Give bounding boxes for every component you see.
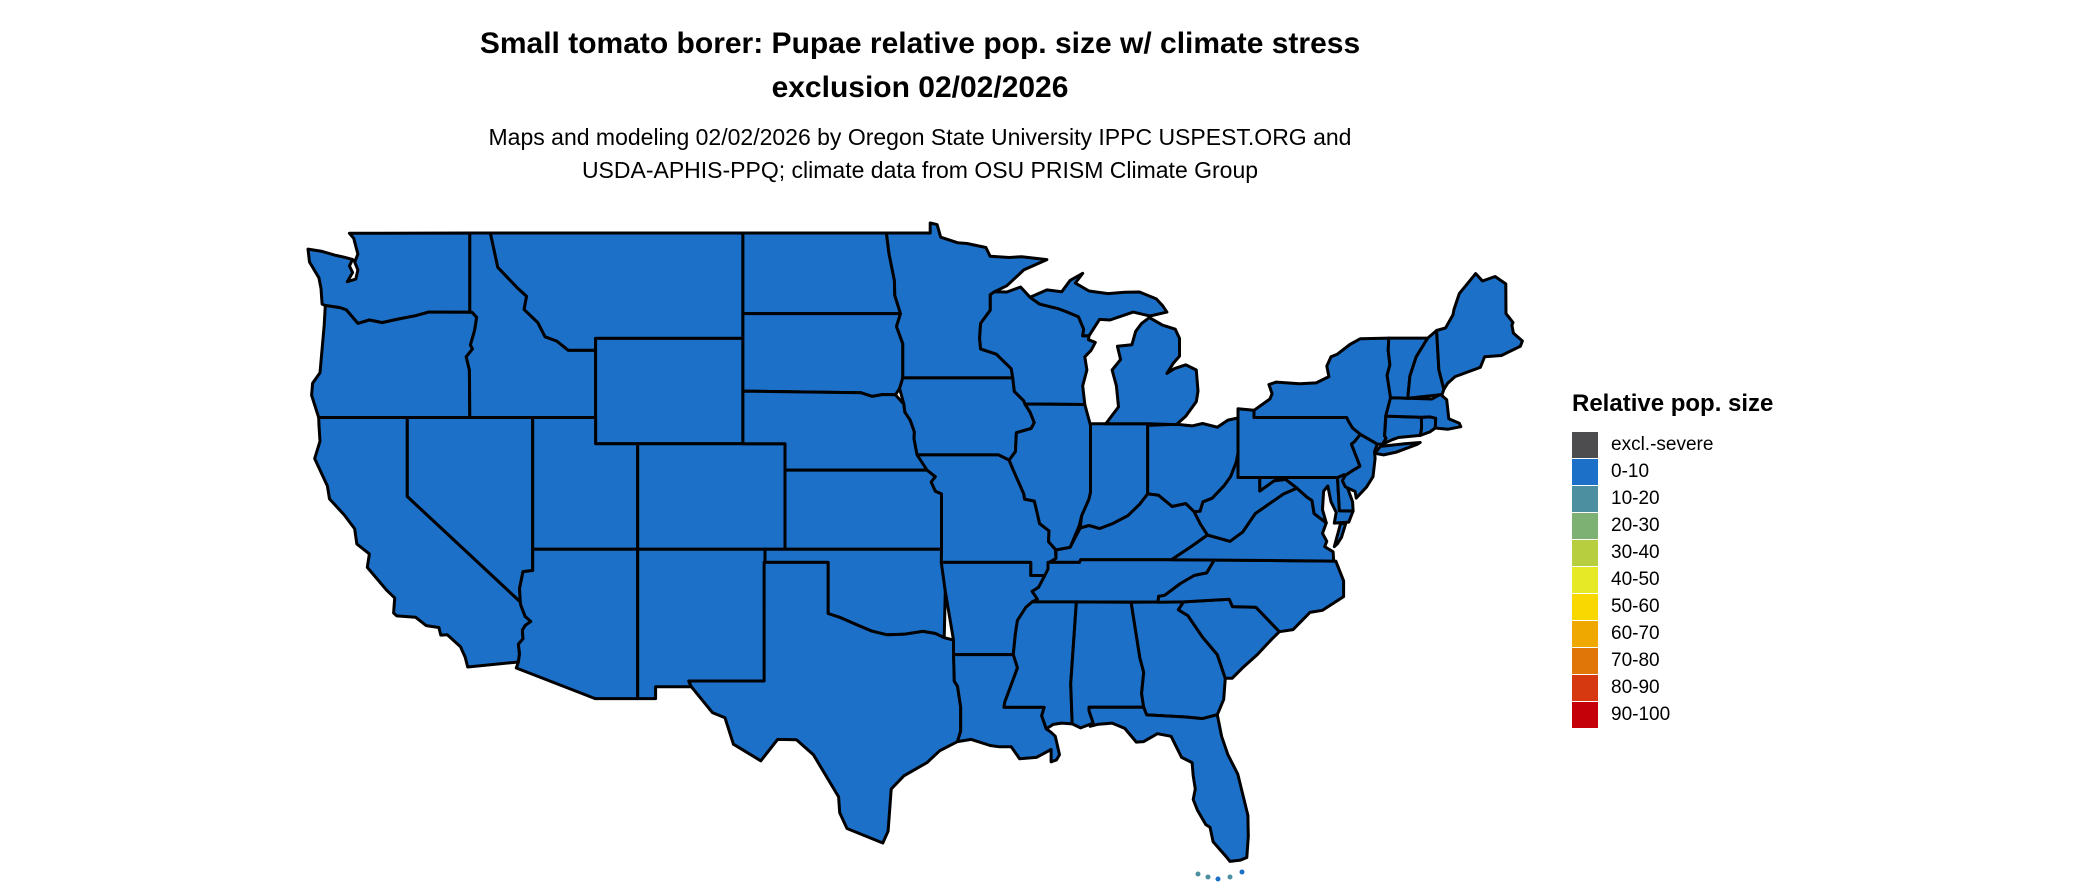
legend-swatch-50-60 bbox=[1572, 593, 1598, 620]
map-title-line1: Small tomato borer: Pupae relative pop. … bbox=[479, 27, 1361, 60]
state-CT bbox=[1381, 414, 1424, 446]
legend-label: 60-70 bbox=[1611, 623, 1660, 644]
legend-label: 50-60 bbox=[1611, 596, 1660, 617]
legend-swatch-40-50 bbox=[1572, 566, 1598, 593]
state-NC bbox=[1156, 558, 1346, 634]
legend-swatch-60-70 bbox=[1572, 620, 1598, 647]
legend-label: 70-80 bbox=[1611, 650, 1660, 671]
legend-row-40-50: 40-50 bbox=[1572, 566, 1773, 593]
state-OR bbox=[310, 304, 479, 419]
legend-rows: excl.-severe 0-10 10-20 20-30 30-40 40-50 50-6… bbox=[1572, 431, 1773, 728]
state-FL bbox=[1087, 705, 1250, 863]
state-TX bbox=[687, 560, 963, 845]
legend-label: 80-90 bbox=[1611, 677, 1660, 698]
legend-label: 20-30 bbox=[1611, 515, 1660, 536]
legend-row-50-60: 50-60 bbox=[1572, 593, 1773, 620]
legend-row-20-30: 20-30 bbox=[1572, 512, 1773, 539]
legend-swatch-90-100 bbox=[1572, 701, 1598, 728]
legend-label: 0-10 bbox=[1611, 461, 1650, 482]
legend-label: 30-40 bbox=[1611, 542, 1660, 563]
legend-swatch-30-40 bbox=[1572, 539, 1598, 566]
state-NJ bbox=[1340, 432, 1379, 500]
legend-row-30-40: 30-40 bbox=[1572, 539, 1773, 566]
state-MI bbox=[1028, 271, 1200, 427]
map-subtitle-line1: Maps and modeling 02/02/2026 by Oregon S… bbox=[488, 124, 1352, 150]
legend-label: excl.-severe bbox=[1611, 434, 1714, 455]
legend-row-0-10: 0-10 bbox=[1572, 458, 1773, 485]
map-subtitle: Maps and modeling 02/02/2026 by Oregon S… bbox=[0, 121, 1840, 187]
legend-row-90-100: 90-100 bbox=[1572, 701, 1773, 728]
state-SD bbox=[741, 312, 905, 398]
state-NM bbox=[636, 547, 767, 701]
state-AZ bbox=[514, 547, 640, 701]
legend-label: 40-50 bbox=[1611, 569, 1660, 590]
legend-swatch-70-80 bbox=[1572, 647, 1598, 674]
legend-label: 90-100 bbox=[1611, 704, 1671, 725]
state-ND bbox=[741, 231, 902, 316]
map-subtitle-line2: USDA-APHIS-PPQ; climate data from OSU PR… bbox=[581, 157, 1259, 183]
state-CO bbox=[636, 442, 787, 551]
state-ME bbox=[1435, 272, 1524, 391]
map-legend: Relative pop. size excl.-severe 0-10 10-20… bbox=[1572, 390, 1773, 728]
legend-row-80-90: 80-90 bbox=[1572, 674, 1773, 701]
legend-swatch-20-30 bbox=[1572, 512, 1598, 539]
legend-swatch-80-90 bbox=[1572, 674, 1598, 701]
legend-label: 10-20 bbox=[1611, 488, 1660, 509]
legend-row-70-80: 70-80 bbox=[1572, 647, 1773, 674]
state-KS bbox=[783, 468, 943, 551]
title-block: Small tomato borer: Pupae relative pop. … bbox=[0, 22, 1840, 187]
state-RI bbox=[1418, 415, 1438, 437]
legend-swatch-0-10 bbox=[1572, 458, 1598, 485]
legend-row-10-20: 10-20 bbox=[1572, 485, 1773, 512]
legend-row-excl.-severe: excl.-severe bbox=[1572, 431, 1773, 458]
legend-row-60-70: 60-70 bbox=[1572, 620, 1773, 647]
state-PA bbox=[1236, 407, 1362, 479]
map-title: Small tomato borer: Pupae relative pop. … bbox=[0, 22, 1840, 110]
legend-title: Relative pop. size bbox=[1572, 390, 1774, 417]
state-WY bbox=[594, 336, 745, 446]
florida-keys-islands bbox=[1195, 869, 1245, 882]
state-MD bbox=[1258, 476, 1355, 525]
legend-swatch-excl.-severe bbox=[1572, 431, 1598, 458]
state-MA bbox=[1384, 392, 1463, 431]
map-title-line2: exclusion 02/02/2026 bbox=[771, 71, 1069, 104]
legend-swatch-10-20 bbox=[1572, 485, 1598, 512]
